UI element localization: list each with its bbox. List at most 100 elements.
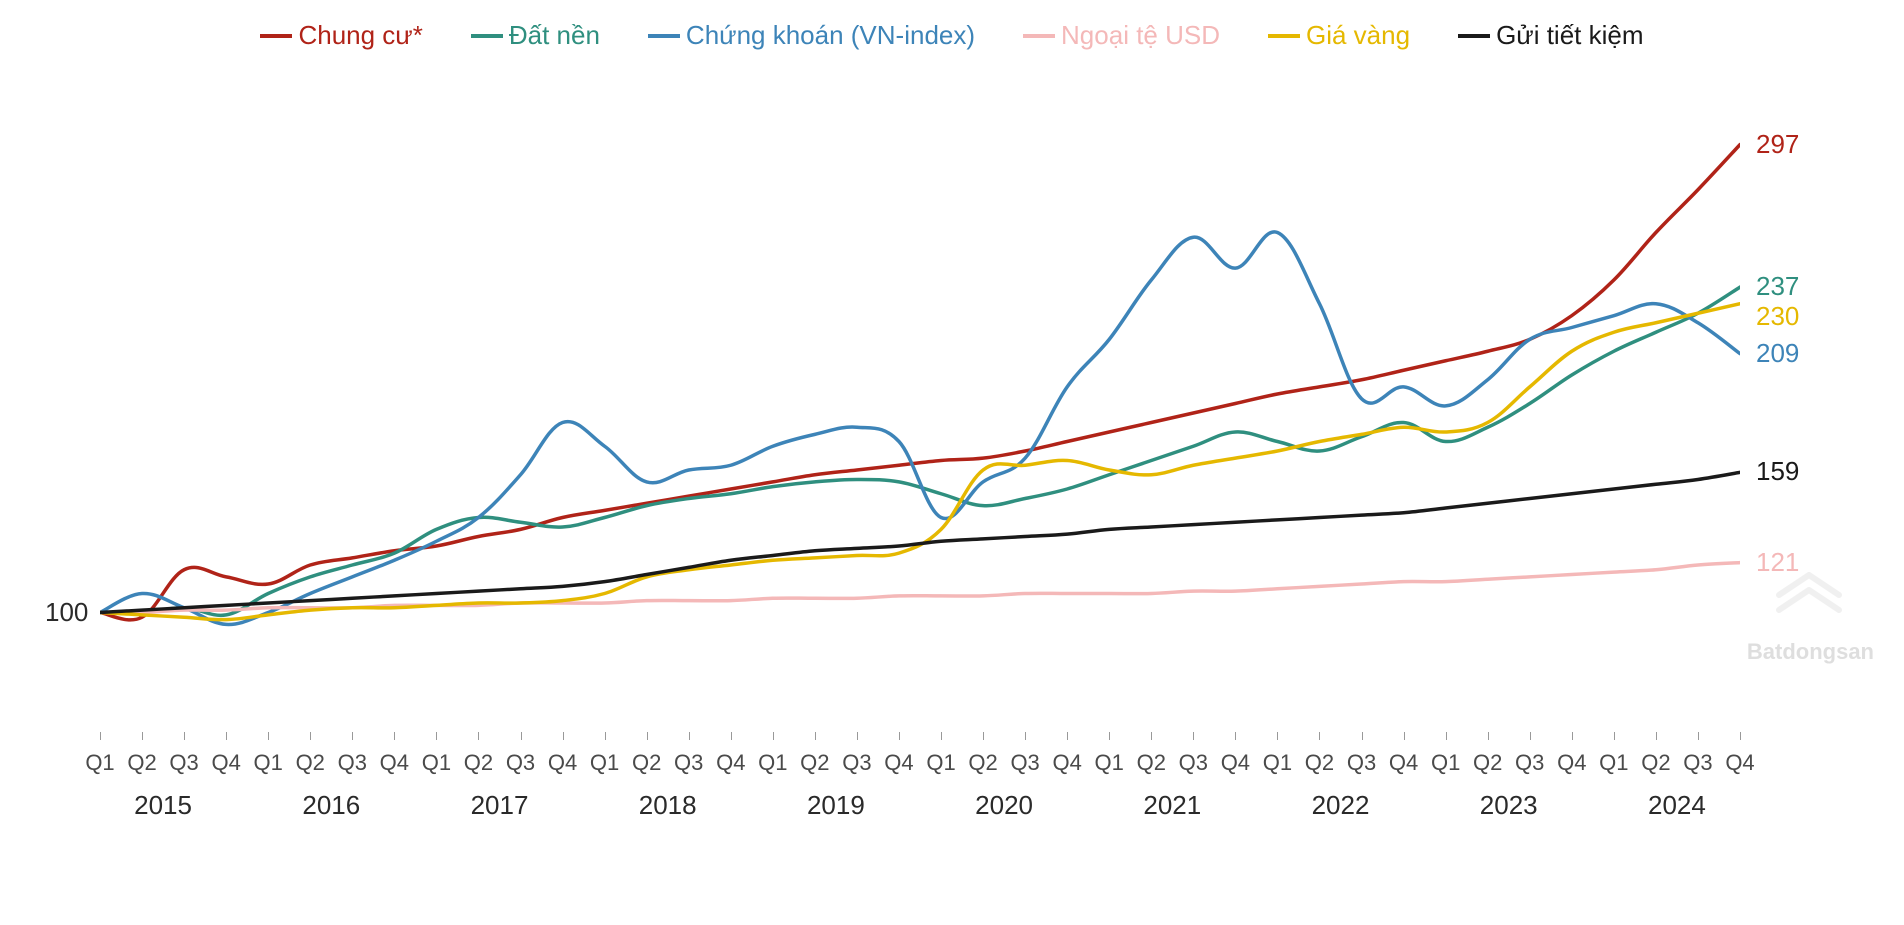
quarter-label: Q1 <box>1598 750 1630 776</box>
year-label: 2019 <box>796 790 876 821</box>
quarter-label: Q3 <box>1682 750 1714 776</box>
quarter-label: Q2 <box>967 750 999 776</box>
legend-item-chungcu: Chung cư* <box>260 20 422 51</box>
x-tick <box>899 732 900 740</box>
end-label-datnen: 237 <box>1756 271 1799 302</box>
x-tick <box>1025 732 1026 740</box>
x-tick <box>1572 732 1573 740</box>
x-tick <box>815 732 816 740</box>
chart-root: Chung cư* Đất nền Chứng khoán (VN-index) Ng… <box>0 0 1904 925</box>
quarter-label: Q1 <box>420 750 452 776</box>
quarter-label: Q4 <box>1388 750 1420 776</box>
x-tick <box>1404 732 1405 740</box>
quarter-label: Q2 <box>1135 750 1167 776</box>
x-tick <box>1446 732 1447 740</box>
x-tick <box>689 732 690 740</box>
legend-swatch-chungcu <box>260 34 292 38</box>
x-tick <box>563 732 564 740</box>
year-label: 2021 <box>1132 790 1212 821</box>
x-tick <box>394 732 395 740</box>
x-tick <box>1067 732 1068 740</box>
quarter-label: Q2 <box>631 750 663 776</box>
x-tick <box>521 732 522 740</box>
quarter-label: Q2 <box>294 750 326 776</box>
x-tick <box>1530 732 1531 740</box>
quarter-label: Q4 <box>1219 750 1251 776</box>
quarter-label: Q1 <box>1430 750 1462 776</box>
quarter-label: Q3 <box>1177 750 1209 776</box>
legend-label-vang: Giá vàng <box>1306 20 1410 51</box>
x-tick <box>1193 732 1194 740</box>
x-tick <box>605 732 606 740</box>
legend-item-tietkiem: Gửi tiết kiệm <box>1458 20 1643 51</box>
x-tick <box>100 732 101 740</box>
year-label: 2024 <box>1637 790 1717 821</box>
quarter-label: Q2 <box>799 750 831 776</box>
series-line-usd <box>100 563 1740 613</box>
legend-swatch-chungkhoan <box>648 34 680 38</box>
legend-swatch-tietkiem <box>1458 34 1490 38</box>
x-tick <box>142 732 143 740</box>
quarter-label: Q2 <box>462 750 494 776</box>
quarter-label: Q4 <box>1051 750 1083 776</box>
quarter-label: Q4 <box>1556 750 1588 776</box>
quarter-label: Q4 <box>715 750 747 776</box>
quarter-label: Q1 <box>1261 750 1293 776</box>
plot-area <box>100 90 1740 660</box>
x-tick <box>983 732 984 740</box>
quarter-label: Q4 <box>210 750 242 776</box>
quarter-label: Q3 <box>673 750 705 776</box>
legend-label-tietkiem: Gửi tiết kiệm <box>1496 20 1643 51</box>
end-label-usd: 121 <box>1756 547 1799 578</box>
quarter-label: Q1 <box>757 750 789 776</box>
x-tick <box>857 732 858 740</box>
year-label: 2016 <box>291 790 371 821</box>
legend-label-chungkhoan: Chứng khoán (VN-index) <box>686 20 975 51</box>
quarter-label: Q3 <box>336 750 368 776</box>
quarter-label: Q2 <box>1303 750 1335 776</box>
end-label-chungkhoan: 209 <box>1756 338 1799 369</box>
x-tick <box>226 732 227 740</box>
series-line-chungcu <box>100 145 1740 620</box>
end-label-vang: 230 <box>1756 301 1799 332</box>
quarter-label: Q4 <box>883 750 915 776</box>
year-label: 2023 <box>1469 790 1549 821</box>
quarter-label: Q1 <box>925 750 957 776</box>
quarter-label: Q3 <box>505 750 537 776</box>
legend-item-usd: Ngoại tệ USD <box>1023 20 1220 51</box>
x-tick <box>310 732 311 740</box>
x-tick <box>1235 732 1236 740</box>
quarter-label: Q4 <box>547 750 579 776</box>
quarter-label: Q1 <box>252 750 284 776</box>
x-tick <box>941 732 942 740</box>
quarter-label: Q4 <box>378 750 410 776</box>
year-label: 2017 <box>459 790 539 821</box>
quarter-label: Q2 <box>1640 750 1672 776</box>
quarter-label: Q3 <box>1346 750 1378 776</box>
x-tick <box>1656 732 1657 740</box>
x-tick <box>1488 732 1489 740</box>
quarter-label: Q1 <box>1093 750 1125 776</box>
quarter-label: Q3 <box>841 750 873 776</box>
quarter-label: Q3 <box>1514 750 1546 776</box>
end-label-chungcu: 297 <box>1756 129 1799 160</box>
y-start-label: 100 <box>45 597 88 628</box>
year-label: 2015 <box>123 790 203 821</box>
x-tick <box>352 732 353 740</box>
legend-label-datnen: Đất nền <box>509 20 600 51</box>
x-tick <box>1740 732 1741 740</box>
end-label-tietkiem: 159 <box>1756 456 1799 487</box>
watermark-text: Batdongsan <box>1747 639 1874 665</box>
year-label: 2018 <box>628 790 708 821</box>
legend-item-datnen: Đất nền <box>471 20 600 51</box>
quarter-label: Q3 <box>168 750 200 776</box>
quarter-label: Q2 <box>126 750 158 776</box>
x-tick <box>478 732 479 740</box>
x-tick <box>1109 732 1110 740</box>
quarter-label: Q4 <box>1724 750 1756 776</box>
quarter-label: Q3 <box>1009 750 1041 776</box>
x-tick <box>773 732 774 740</box>
x-tick <box>1614 732 1615 740</box>
quarter-label: Q1 <box>589 750 621 776</box>
legend-swatch-datnen <box>471 34 503 38</box>
